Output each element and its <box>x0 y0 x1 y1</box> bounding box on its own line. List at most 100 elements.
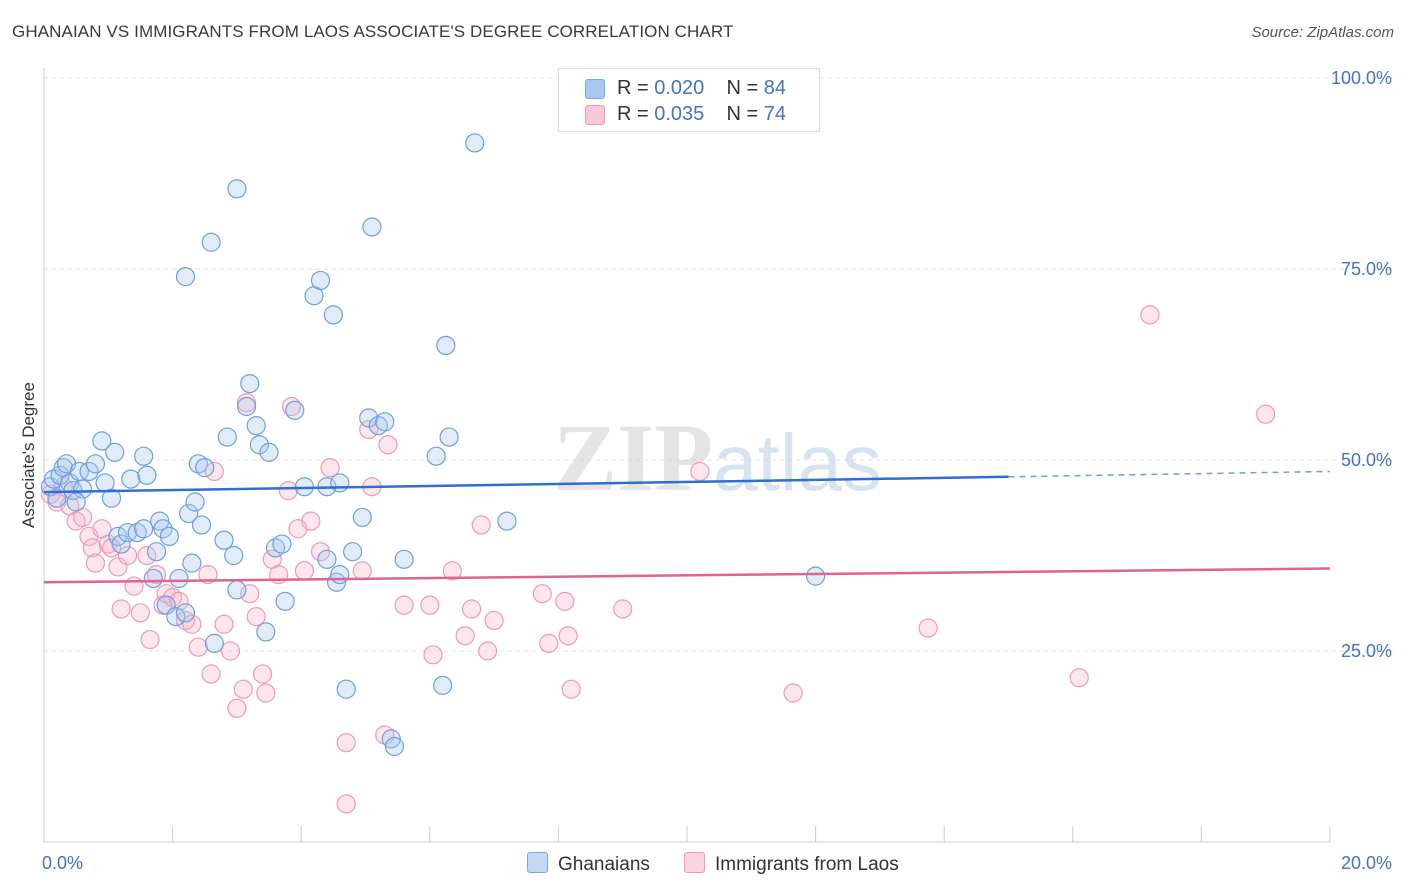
tick-labels: 25.0% 50.0% 75.0% 100.0% 0.0% 20.0% <box>42 68 1392 873</box>
laos-point <box>1256 404 1276 424</box>
x-tick-label: 0.0% <box>42 853 83 873</box>
laos-point <box>690 461 710 482</box>
ghana-point <box>310 270 331 291</box>
legend-r-label: R = <box>617 77 649 99</box>
ghana-point <box>47 488 67 508</box>
watermark: ZIP atlas <box>553 404 882 511</box>
laos-point <box>294 561 315 581</box>
legend-n-label: N = <box>726 77 759 99</box>
ghana-point <box>166 607 186 627</box>
ghana-point <box>111 534 131 554</box>
ghana-point <box>134 446 154 466</box>
laos-point <box>471 515 491 535</box>
trend-lines <box>43 470 1331 584</box>
bottom-legend-swatch-laos <box>684 852 705 873</box>
y-tick-label: 25.0% <box>1341 641 1392 661</box>
ghana-point <box>465 133 485 153</box>
source-label: Source: ZipAtlas.com <box>1251 24 1394 41</box>
watermark-atlas: atlas <box>713 418 882 507</box>
laos-point <box>484 610 504 631</box>
laos-point <box>423 645 443 665</box>
legend-r-value: 0.035 <box>654 103 705 125</box>
laos-point <box>169 591 189 611</box>
bottom-legend-swatch-ghanaians <box>527 852 548 873</box>
ghana-trend-line <box>43 475 1009 494</box>
laos-point <box>111 599 131 619</box>
ghana-point <box>101 488 122 508</box>
ghana-point <box>143 568 163 589</box>
legend-r-label: R = <box>617 103 649 125</box>
laos-point <box>233 679 253 699</box>
laos-point <box>394 595 414 615</box>
ghana-point <box>439 427 459 447</box>
ghana-point <box>285 400 305 420</box>
bottom-legend-label-ghanaians: Ghanaians <box>558 854 650 875</box>
legend-n-value: 74 <box>763 103 787 125</box>
ghana-point <box>217 427 237 447</box>
laos-point <box>204 461 224 482</box>
y-axis-title: Associate's Degree <box>19 382 38 528</box>
ghana-point <box>256 622 276 642</box>
ghana-point <box>195 458 215 478</box>
laos-point <box>455 626 475 646</box>
laos-point <box>478 641 498 661</box>
ghana-point <box>433 675 453 695</box>
legend-n-value: 84 <box>763 77 787 99</box>
ghana-point <box>175 603 196 623</box>
grid-lines <box>44 77 1395 652</box>
ghana-point <box>175 267 196 287</box>
laos-point <box>246 607 266 627</box>
laos-point <box>82 538 102 558</box>
ghana-point <box>426 446 446 466</box>
laos-point <box>301 511 321 531</box>
ghana-point <box>121 469 141 489</box>
y-tick-label: 75.0% <box>1341 259 1392 279</box>
laos-point <box>442 561 462 581</box>
axes <box>43 68 1331 843</box>
laos-point <box>256 683 276 703</box>
laos-point <box>352 561 372 581</box>
legend-swatch-ghanaians <box>585 79 605 99</box>
ghana-point <box>227 580 247 600</box>
ghana-point <box>224 545 244 566</box>
ghana-point <box>384 736 405 757</box>
ghana-point <box>159 526 179 547</box>
laos-point <box>783 683 803 703</box>
laos-point <box>253 664 273 684</box>
y-tick-label: 100.0% <box>1331 68 1392 88</box>
laos-point <box>117 545 138 566</box>
laos-point <box>561 679 581 699</box>
ghana-point <box>79 461 99 482</box>
ghana-point <box>214 530 234 550</box>
ghana-point <box>105 442 125 462</box>
y-tick-label: 50.0% <box>1341 450 1392 470</box>
laos-point <box>198 564 218 585</box>
ghana-point <box>394 549 414 569</box>
laos-point <box>336 794 356 814</box>
ghana-point <box>153 519 173 539</box>
bottom-legend-label-laos: Immigrants from Laos <box>715 854 899 875</box>
series-ghanaians <box>40 133 826 757</box>
legend-n-label: N = <box>726 103 759 125</box>
ghana-point <box>343 542 363 562</box>
laos-point <box>240 584 260 604</box>
ghana-point <box>191 515 212 535</box>
laos-point <box>613 599 633 619</box>
ghana-point <box>497 511 517 531</box>
laos-point <box>101 538 122 558</box>
legend-r-value: 0.020 <box>654 77 705 99</box>
watermark-zip: ZIP <box>553 404 713 511</box>
laos-point <box>85 553 106 573</box>
ghana-point <box>359 408 379 428</box>
laos-point <box>310 542 331 562</box>
ghana-point <box>436 335 456 355</box>
laos-trend-line <box>43 567 1331 584</box>
ghana-point <box>169 568 189 589</box>
ghana-point <box>146 542 167 562</box>
ghana-point <box>134 519 154 539</box>
bottom-legend-laos: Immigrants from Laos <box>684 852 899 876</box>
legend-swatch-laos <box>585 105 605 125</box>
ghana-trend-extension <box>1008 470 1331 478</box>
laos-point <box>359 419 379 440</box>
